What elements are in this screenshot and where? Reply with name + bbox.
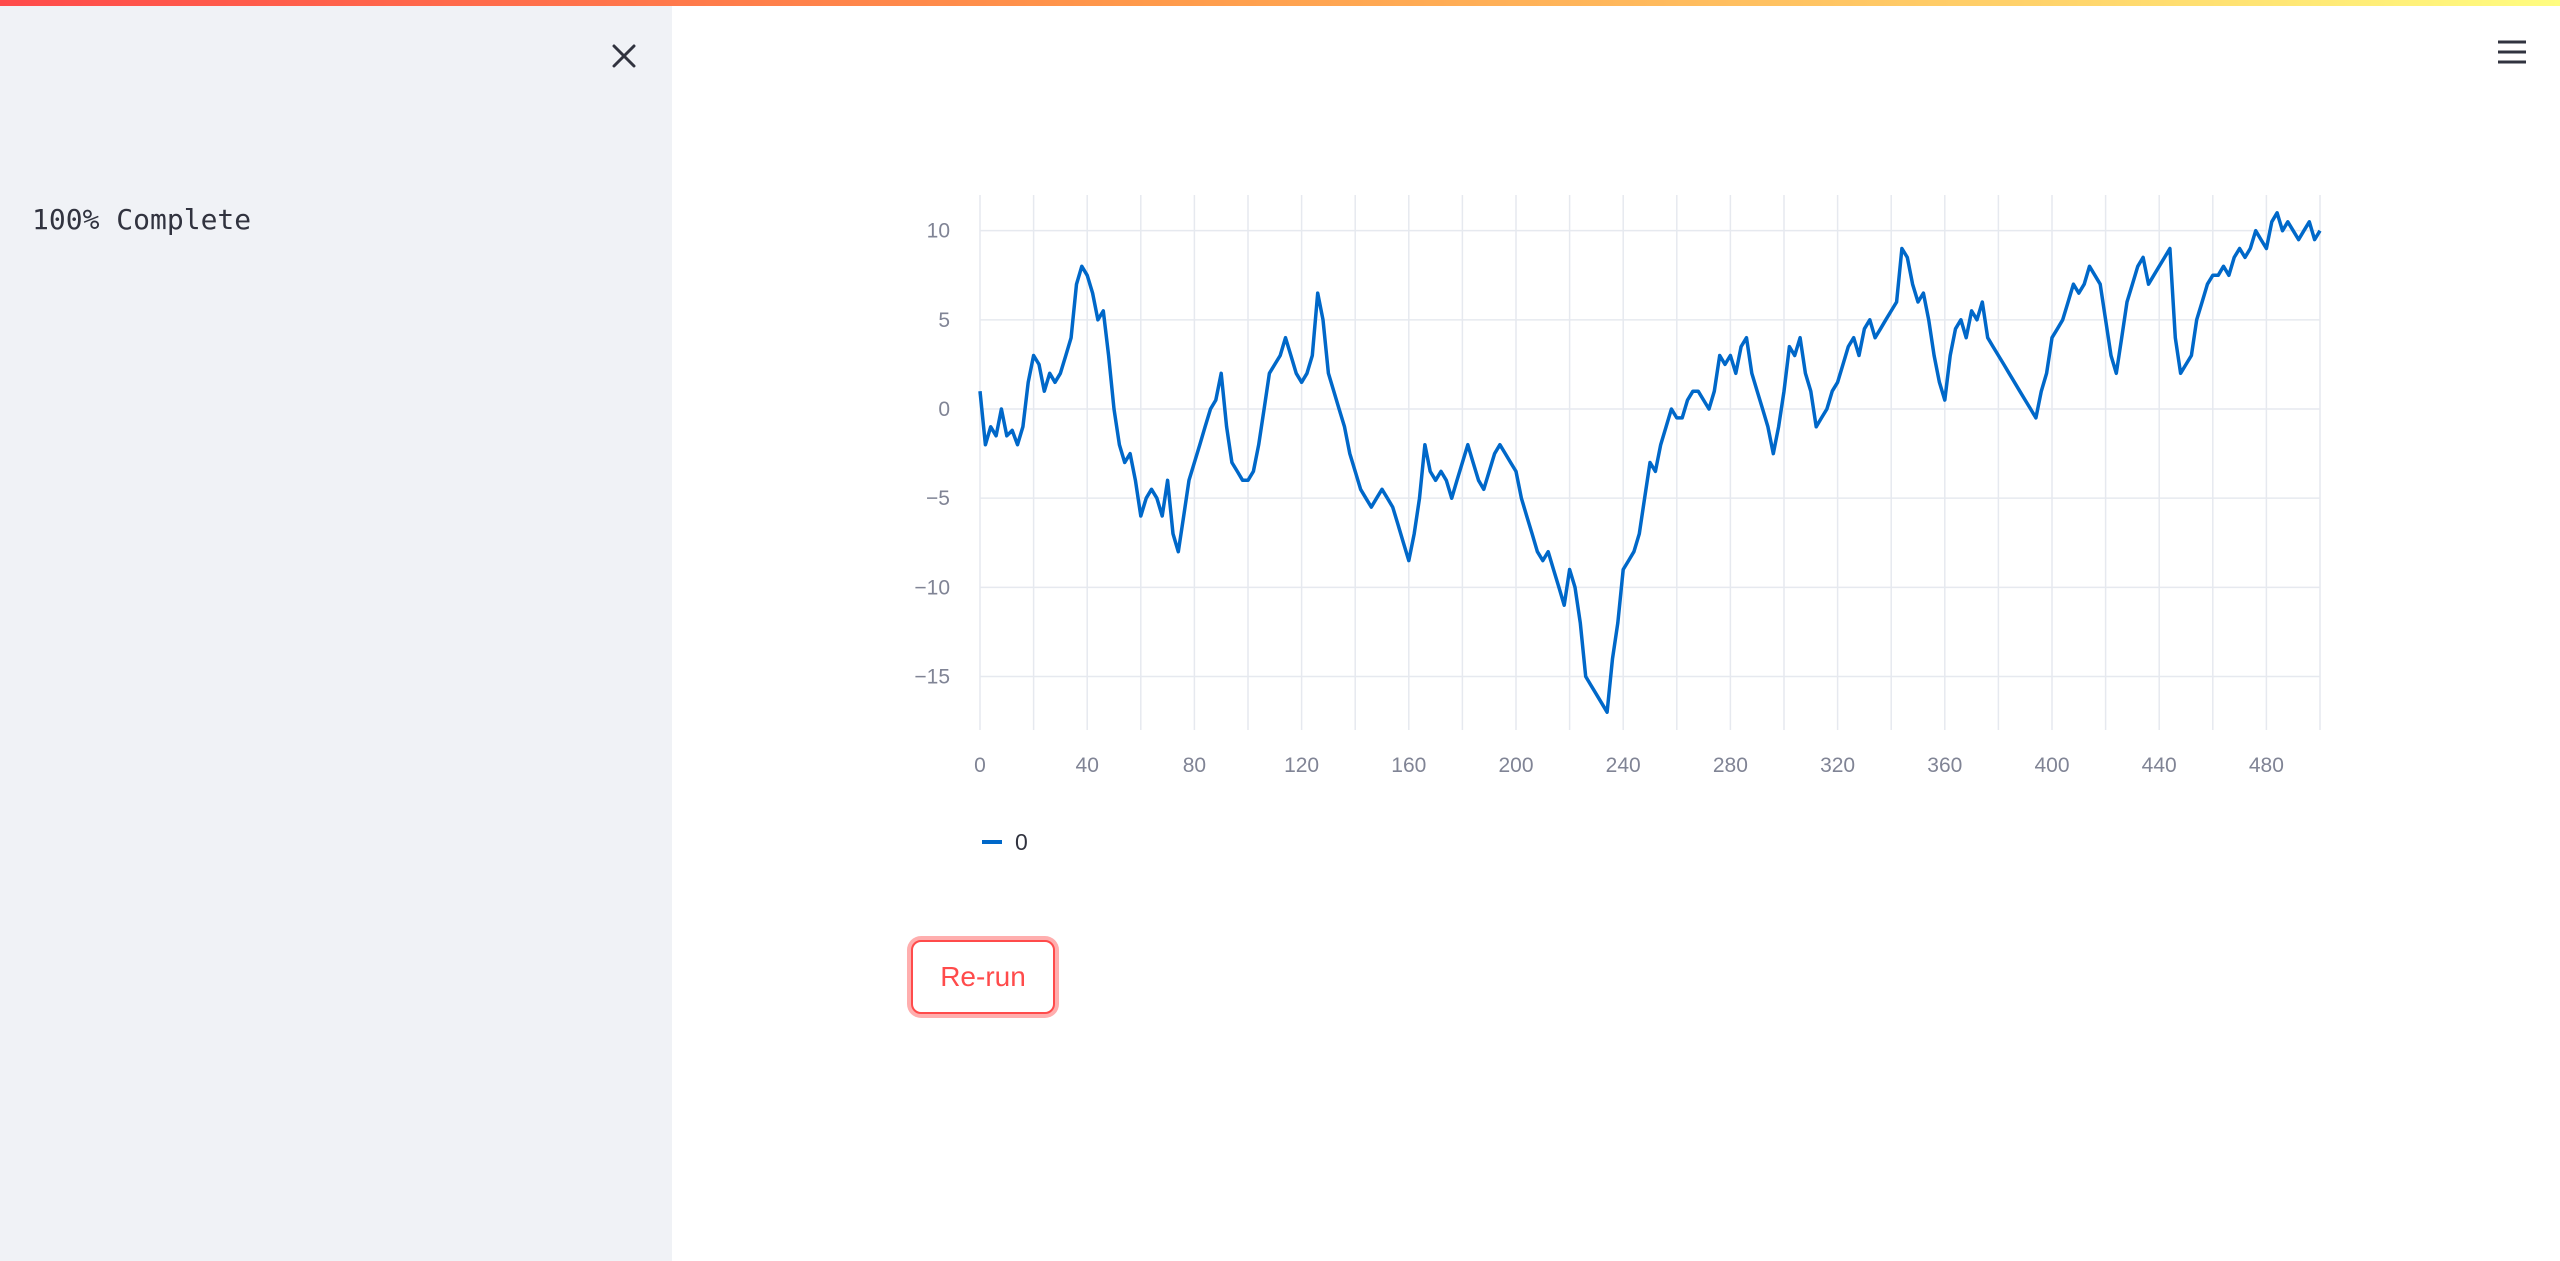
x-tick-label: 160 [1391, 754, 1426, 777]
x-tick-label: 440 [2142, 754, 2177, 777]
x-tick-label: 120 [1284, 754, 1319, 777]
y-tick-label: 0 [938, 398, 950, 421]
y-tick-label: −10 [914, 576, 950, 599]
x-tick-label: 200 [1498, 754, 1533, 777]
top-decoration-bar [0, 0, 2560, 6]
y-tick-label: 10 [927, 220, 950, 243]
x-tick-label: 0 [974, 754, 986, 777]
rerun-button[interactable]: Re-run [911, 940, 1055, 1014]
progress-status-text: 100% Complete [32, 203, 252, 236]
y-tick-label: 5 [938, 309, 950, 332]
x-tick-label: 480 [2249, 754, 2284, 777]
x-tick-label: 320 [1820, 754, 1855, 777]
close-sidebar-button[interactable] [604, 36, 644, 76]
y-tick-label: −15 [914, 666, 950, 689]
legend-label: 0 [1015, 829, 1028, 855]
y-tick-label: −5 [926, 487, 950, 510]
x-tick-label: 40 [1076, 754, 1099, 777]
series-line [978, 211, 2322, 714]
line-chart: 10 5 0 −5 −10 −15 0 40 80 120 160 200 240 280 320 360 40… [914, 195, 2322, 855]
x-tick-label: 240 [1606, 754, 1641, 777]
hamburger-menu-icon [2498, 40, 2526, 64]
sidebar: 100% Complete [0, 0, 672, 1261]
x-tick-label: 280 [1713, 754, 1748, 777]
x-tick-label: 400 [2034, 754, 2069, 777]
close-icon [612, 44, 636, 68]
main-menu-button[interactable] [2494, 34, 2530, 70]
x-tick-label: 80 [1183, 754, 1206, 777]
x-tick-label: 360 [1927, 754, 1962, 777]
